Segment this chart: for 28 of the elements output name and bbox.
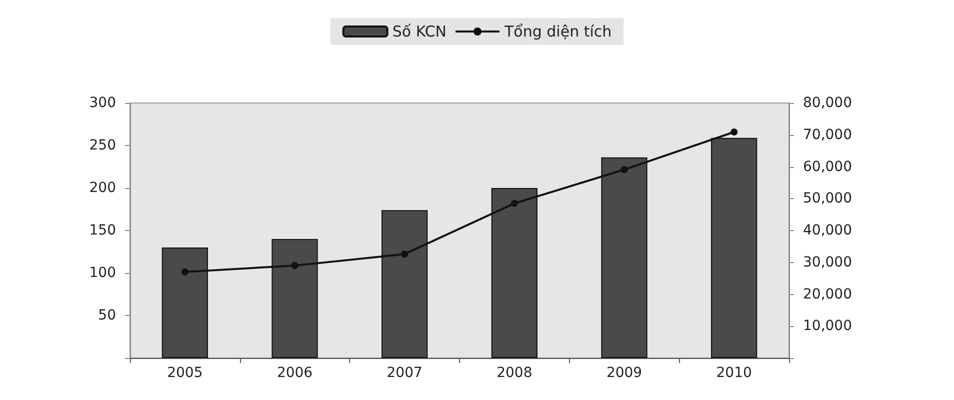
point (291, 262, 298, 270)
point (620, 166, 628, 174)
y-tick-label: 250 (89, 138, 116, 154)
point (401, 250, 408, 258)
y-tick-label: 50 (98, 308, 116, 324)
y-tick-label: 200 (89, 180, 116, 196)
x-tick-label: 2010 (716, 365, 752, 381)
y2-tick-label: 10,000 (803, 318, 852, 334)
y-tick-label: 100 (89, 265, 116, 281)
y2-tick-label: 70,000 (803, 126, 852, 143)
y2-tick-label: 20,000 (803, 286, 852, 302)
x-tick-label: 2006 (276, 365, 313, 381)
y2-tick-label: 50,000 (803, 190, 852, 207)
point (510, 200, 518, 207)
y2-tick-label: 30,000 (803, 254, 852, 270)
x-tick-label: 2007 (386, 365, 422, 381)
x-tick-label: 2005 (167, 365, 203, 381)
x-tick-label: 2009 (606, 365, 642, 381)
y2-tick-label: 60,000 (803, 158, 852, 175)
legend-label: Số KCN (392, 22, 447, 40)
legend-label: Tổng diện tích (504, 22, 612, 40)
y-tick-label: 150 (89, 222, 116, 238)
y2-tick-label: 40,000 (803, 222, 852, 238)
y-tick-label: 300 (89, 95, 116, 111)
point (730, 128, 738, 136)
y2-tick-label: 80,000 (803, 95, 852, 111)
point (181, 268, 188, 276)
x-tick-label: 2008 (496, 365, 532, 381)
